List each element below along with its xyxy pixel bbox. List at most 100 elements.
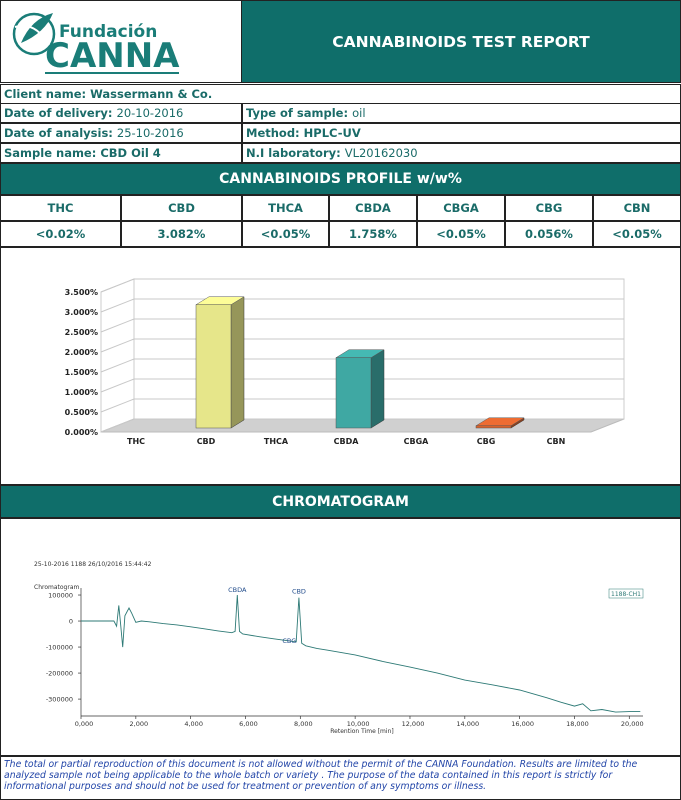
info-row: Date of delivery: 20-10-2016 Type of samp… (0, 103, 681, 123)
info-label: Date of delivery: (4, 106, 113, 120)
profile-column: CBN (593, 195, 681, 221)
x-tick-label: 18,000 (566, 720, 589, 728)
info-row: Client name: Wassermann & Co. (0, 84, 681, 104)
bar-chart: 0.000% 0.500% 1.000% 1.500% 2.000% 2.500% 3.00… (65, 278, 625, 446)
x-tick-label: 12,000 (402, 720, 425, 728)
chart-subtitle: 25-10-2016 1188 26/10/2016 15:44:42 (34, 561, 152, 568)
info-cell: Date of analysis: 25-10-2016 (0, 123, 242, 143)
profile-column: THC (0, 195, 121, 221)
x-tick-label: CBD (197, 437, 216, 446)
chromatogram-box: 25-10-2016 1188 26/10/2016 15:44:42 Chrom… (0, 518, 681, 756)
profile-value: 0.056% (505, 221, 593, 247)
x-tick-label: 14,000 (456, 720, 479, 728)
x-tick-label: THC (127, 437, 145, 446)
grid-line (100, 278, 624, 293)
info-cell: Method: HPLC-UV (242, 123, 681, 143)
profile-value: <0.02% (0, 221, 121, 247)
x-tick-label: 4,000 (184, 720, 203, 728)
peak-label: CBG (282, 637, 296, 645)
info-value: CBD Oil 4 (100, 146, 161, 160)
x-tick-label: 16,000 (511, 720, 534, 728)
info-label: Date of analysis: (4, 126, 113, 140)
profile-value: 1.758% (329, 221, 417, 247)
info-label: Type of sample: (246, 106, 349, 120)
x-tick-label: 8,000 (294, 720, 313, 728)
y-axis-label: Chromatogram (34, 584, 79, 591)
x-tick-label: 2,000 (130, 720, 149, 728)
legend-label: 1188-CH1 (611, 591, 641, 598)
profile-title: CANNABINOIDS PROFILE w/w% (0, 163, 681, 195)
report-title: CANNABINOIDS TEST REPORT (241, 0, 681, 83)
profile-column: CBD (121, 195, 242, 221)
y-tick-label: 3.000% (65, 308, 98, 317)
info-value: HPLC-UV (303, 126, 361, 140)
logo-box: Fundación CANNA (0, 0, 242, 83)
x-tick-label: CBDA (334, 437, 360, 446)
x-tick-label: 20,000 (621, 720, 644, 728)
x-tick-label: 10,000 (347, 720, 370, 728)
logo-leaf (21, 13, 53, 43)
y-tick-label: -200000 (46, 670, 73, 678)
x-tick-label: 0,000 (75, 720, 94, 728)
info-cell: Sample name: CBD Oil 4 (0, 143, 242, 163)
grid-line (100, 318, 624, 333)
x-tick-label: CBN (547, 437, 566, 446)
x-tick-label: THCA (264, 437, 289, 446)
logo-swoosh (14, 24, 50, 46)
info-cell: Type of sample: oil (242, 103, 681, 123)
legend-box (608, 588, 644, 599)
bar-side (230, 296, 245, 429)
y-tick-label: 1.500% (65, 368, 98, 377)
info-label: N.I laboratory: (246, 146, 341, 160)
profile-value-row: <0.02% 3.082% <0.05% 1.758% <0.05% 0.056% <0.0… (0, 221, 681, 247)
logo-ring (12, 12, 56, 56)
chromatogram-line (81, 594, 641, 713)
bar (195, 304, 232, 429)
profile-value: <0.05% (593, 221, 681, 247)
info-value: VL20162030 (344, 146, 418, 160)
profile-column: CBGA (417, 195, 505, 221)
x-tick-label: CBG (477, 437, 496, 446)
grid-line (100, 358, 624, 373)
info-cell: N.I laboratory: VL20162030 (242, 143, 681, 163)
bar-side (370, 349, 385, 429)
info-label: Client name: (4, 87, 87, 101)
y-tick-label: 0.500% (65, 408, 98, 417)
info-value: 25-10-2016 (116, 126, 184, 140)
grid-line (100, 298, 624, 313)
info-value: oil (352, 106, 366, 120)
y-tick-label: 2.000% (65, 348, 98, 357)
profile-value: <0.05% (242, 221, 329, 247)
info-label: Sample name: (4, 146, 97, 160)
grid-line (100, 378, 624, 393)
profile-column: CBDA (329, 195, 417, 221)
peak-label: CBD (292, 587, 306, 595)
x-tick-label: CBGA (404, 437, 430, 446)
y-tick-label: 3.500% (65, 288, 98, 297)
grid-line (100, 418, 624, 433)
bar (475, 425, 512, 429)
grid-line (100, 398, 624, 413)
info-cell: Date of delivery: 20-10-2016 (0, 103, 242, 123)
profile-column: CBG (505, 195, 593, 221)
chromatogram-title: CHROMATOGRAM (0, 485, 681, 518)
y-tick-label: 0 (69, 618, 73, 626)
y-tick-label: 1.000% (65, 388, 98, 397)
y-tick-label: 0.000% (65, 428, 98, 437)
info-value: Wassermann & Co. (90, 87, 213, 101)
y-tick-label: -300000 (46, 696, 73, 704)
grid-line (100, 338, 624, 353)
y-tick-label: 100000 (48, 592, 73, 600)
bar-chart-box: 0.000% 0.500% 1.000% 1.500% 2.000% 2.500% 3.00… (0, 247, 681, 485)
profile-value: <0.05% (417, 221, 505, 247)
side-wall (100, 278, 135, 433)
x-tick-label: 6,000 (239, 720, 258, 728)
info-value: 20-10-2016 (116, 106, 184, 120)
peak-label: CBDA (228, 586, 247, 594)
logo: Fundación CANNA (12, 12, 180, 76)
chromatogram-chart: 25-10-2016 1188 26/10/2016 15:44:42 Chrom… (34, 561, 644, 735)
logo-top-text: Fundación (59, 22, 157, 42)
y-tick-label: -100000 (46, 644, 73, 652)
y-tick-label: 2.500% (65, 328, 98, 337)
